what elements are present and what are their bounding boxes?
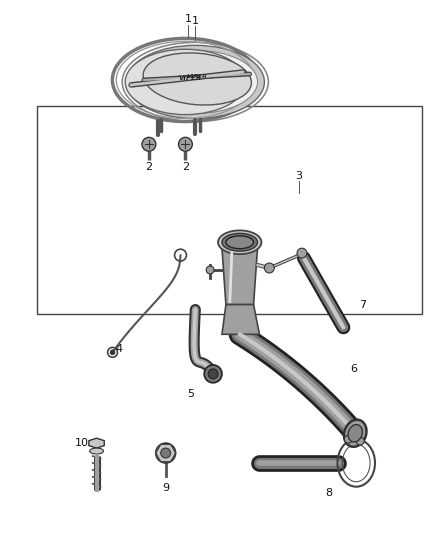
Ellipse shape xyxy=(90,448,103,454)
Circle shape xyxy=(142,138,156,151)
Text: 1: 1 xyxy=(185,14,192,23)
Ellipse shape xyxy=(133,50,258,114)
Circle shape xyxy=(206,266,214,274)
Ellipse shape xyxy=(222,233,258,251)
Circle shape xyxy=(344,435,352,443)
Text: 4: 4 xyxy=(116,344,123,354)
Ellipse shape xyxy=(226,236,254,249)
Bar xyxy=(37,106,422,314)
Text: 10: 10 xyxy=(75,438,89,448)
Circle shape xyxy=(156,443,176,463)
Text: VIPER: VIPER xyxy=(187,75,208,79)
Ellipse shape xyxy=(348,425,362,442)
Circle shape xyxy=(265,263,274,273)
Text: 9: 9 xyxy=(162,483,169,492)
Text: VIPER: VIPER xyxy=(179,75,202,81)
Circle shape xyxy=(208,369,218,379)
Text: 6: 6 xyxy=(350,364,357,374)
Circle shape xyxy=(110,350,115,355)
Circle shape xyxy=(204,365,222,383)
Text: 2: 2 xyxy=(145,162,152,172)
Polygon shape xyxy=(222,304,259,334)
Polygon shape xyxy=(222,248,258,304)
Text: 2: 2 xyxy=(182,162,189,172)
Ellipse shape xyxy=(125,49,246,115)
Circle shape xyxy=(356,437,364,445)
Ellipse shape xyxy=(218,230,261,254)
Circle shape xyxy=(297,248,307,258)
Ellipse shape xyxy=(344,419,367,447)
Text: 7: 7 xyxy=(360,300,367,310)
Ellipse shape xyxy=(126,45,265,118)
Text: 8: 8 xyxy=(325,488,332,498)
Text: 3: 3 xyxy=(296,171,303,181)
Circle shape xyxy=(179,138,192,151)
Ellipse shape xyxy=(143,53,251,105)
Text: 1: 1 xyxy=(192,15,199,26)
Polygon shape xyxy=(89,438,104,448)
Circle shape xyxy=(161,448,171,458)
Text: 5: 5 xyxy=(187,389,194,399)
